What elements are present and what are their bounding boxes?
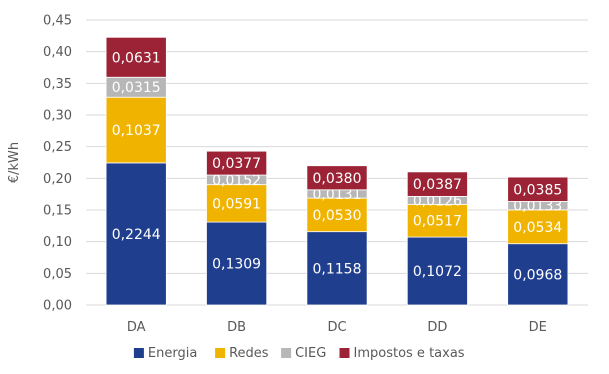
x-axis-ticks: DA DB DC DD DE (127, 320, 547, 335)
data-label: 0,1158 (313, 261, 362, 277)
legend-swatch (215, 348, 226, 358)
legend-label: Impostos e taxas (354, 346, 465, 361)
bar-segment (507, 209, 569, 245)
x-tick-label: DE (529, 320, 547, 335)
y-tick-label: 0,10 (43, 235, 72, 250)
x-tick-label: DB (227, 320, 246, 335)
data-label: 0,0126 (413, 193, 462, 209)
y-tick-label: 0,40 (43, 45, 72, 60)
y-axis-label: €/kWh (7, 142, 22, 183)
legend: Energia Redes CIEG Impostos e taxas (133, 346, 465, 361)
legend-swatch (281, 348, 292, 358)
bar-segment (406, 171, 468, 197)
data-label: 0,0517 (413, 214, 462, 230)
x-tick-label: DA (127, 320, 146, 335)
x-tick-label: DD (427, 320, 447, 335)
legend-label: CIEG (295, 346, 326, 361)
data-label: 0,0152 (212, 173, 261, 189)
data-label: 0,1072 (413, 264, 462, 280)
bar-segment (206, 184, 268, 223)
bar-segment (306, 197, 368, 233)
bar-segment (206, 150, 268, 176)
y-axis-ticks: 0,00 0,05 0,10 0,15 0,20 0,25 0,30 0,35 0,40 0,45 (43, 14, 72, 314)
data-label: 0,0131 (313, 187, 362, 203)
legend-label: Energia (148, 346, 197, 361)
bar-segment (105, 36, 167, 78)
y-tick-label: 0,15 (43, 204, 72, 219)
data-label: 0,2244 (112, 227, 161, 243)
data-label: 0,0377 (212, 156, 261, 172)
y-tick-label: 0,05 (43, 267, 72, 282)
bar-segment (507, 243, 569, 306)
x-tick-label: DC (327, 320, 346, 335)
bar-segment (507, 176, 569, 202)
data-label: 0,0530 (313, 208, 362, 224)
bar-segment (406, 236, 468, 306)
y-tick-label: 0,00 (43, 299, 72, 314)
data-label: 0,1309 (212, 257, 261, 273)
bars: 0,2244 0,1037 0,0315 0,0631 0,1309 0,0591 0,01… (105, 36, 569, 306)
y-tick-label: 0,25 (43, 140, 72, 155)
y-tick-label: 0,30 (43, 109, 72, 124)
legend-swatch (339, 348, 350, 358)
legend-swatch (133, 348, 144, 358)
bar-segment (406, 203, 468, 238)
data-label: 0,0534 (513, 220, 562, 236)
data-label: 0,0315 (112, 80, 161, 96)
bar-segment (105, 96, 167, 164)
data-label: 0,1037 (112, 123, 161, 139)
bar-segment (206, 221, 268, 306)
data-label: 0,0380 (313, 171, 362, 187)
y-tick-label: 0,35 (43, 77, 72, 92)
data-label: 0,0631 (112, 50, 161, 66)
bar-segment (306, 165, 368, 191)
y-tick-label: 0,20 (43, 172, 72, 187)
data-label: 0,0591 (212, 196, 261, 212)
data-label: 0,0968 (513, 267, 562, 283)
data-label: 0,0385 (513, 182, 562, 198)
data-label: 0,0133 (513, 199, 562, 215)
y-tick-label: 0,45 (43, 14, 72, 29)
legend-label: Redes (229, 346, 269, 361)
data-label: 0,0387 (413, 177, 462, 193)
